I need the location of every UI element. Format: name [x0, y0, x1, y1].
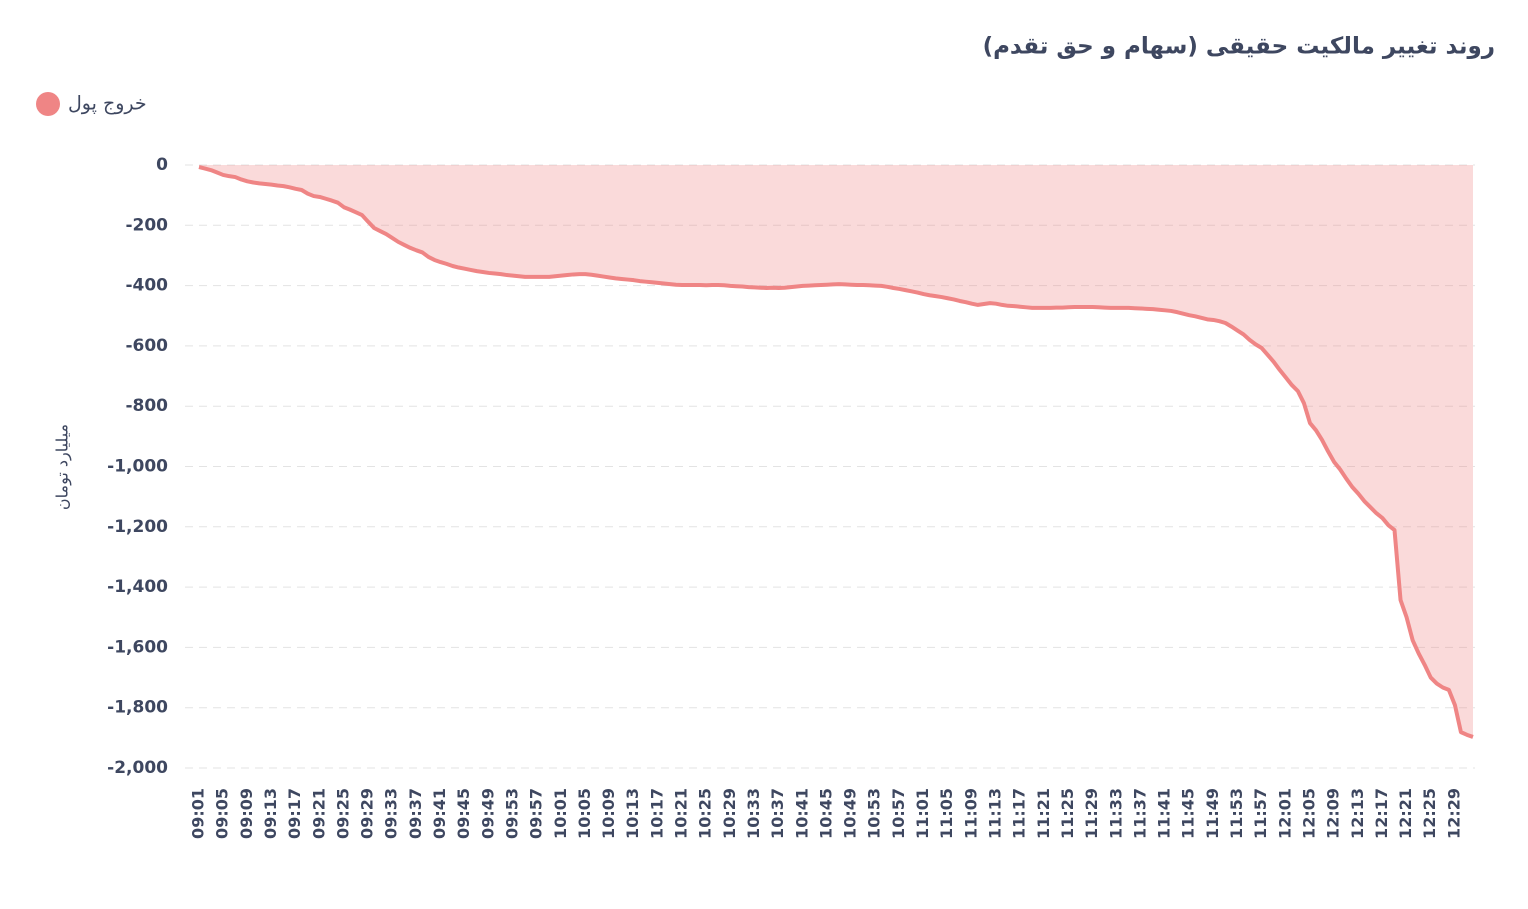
- x-tick-label: 11:01: [913, 788, 932, 839]
- x-tick-label: 10:25: [696, 788, 715, 839]
- x-tick-label: 12:17: [1372, 788, 1391, 839]
- x-tick-label: 10:13: [623, 788, 642, 839]
- chart-title: روند تغییر مالکیت حقیقی (سهام و حق تقدم): [983, 34, 1495, 60]
- x-tick-label: 12:29: [1444, 788, 1463, 839]
- y-tick-label: -1,400: [107, 577, 168, 597]
- x-tick-label: 09:13: [261, 788, 280, 839]
- x-tick-label: 12:13: [1348, 788, 1367, 839]
- x-tick-label: 09:25: [333, 788, 352, 839]
- x-tick-label: 10:53: [865, 788, 884, 839]
- x-tick-label: 11:49: [1203, 788, 1222, 839]
- x-tick-label: 11:29: [1082, 788, 1101, 839]
- x-tick-label: 11:25: [1058, 788, 1077, 839]
- x-tick-label: 11:45: [1179, 788, 1198, 839]
- y-axis-title: میلیارد تومان: [53, 424, 73, 510]
- x-tick-label: 11:33: [1106, 788, 1125, 839]
- x-tick-label: 09:17: [285, 788, 304, 839]
- x-tick-label: 11:13: [986, 788, 1005, 839]
- x-tick-label: 12:25: [1420, 788, 1439, 839]
- x-tick-label: 10:41: [792, 788, 811, 839]
- x-tick-label: 10:05: [575, 788, 594, 839]
- y-tick-label: -200: [125, 215, 168, 235]
- x-tick-label: 10:01: [551, 788, 570, 839]
- x-tick-label: 09:21: [309, 788, 328, 839]
- y-tick-label: -1,600: [107, 637, 168, 657]
- x-tick-label: 12:05: [1299, 788, 1318, 839]
- x-tick-label: 10:29: [720, 788, 739, 839]
- x-tick-label: 12:01: [1275, 788, 1294, 839]
- x-tick-label: 11:09: [961, 788, 980, 839]
- x-tick-label: 09:05: [213, 788, 232, 839]
- x-tick-label: 10:37: [768, 788, 787, 839]
- x-tick-label: 09:33: [382, 788, 401, 839]
- x-tick-label: 10:21: [672, 788, 691, 839]
- y-tick-label: -800: [125, 396, 168, 416]
- x-tick-label: 11:53: [1227, 788, 1246, 839]
- x-tick-label: 10:57: [889, 788, 908, 839]
- x-tick-label: 09:37: [406, 788, 425, 839]
- x-tick-label: 11:41: [1155, 788, 1174, 839]
- x-tick-label: 10:17: [647, 788, 666, 839]
- legend-label: خروج پول: [68, 93, 147, 115]
- x-tick-label: 12:21: [1396, 788, 1415, 839]
- x-tick-label: 11:37: [1130, 788, 1149, 839]
- x-tick-label: 10:33: [744, 788, 763, 839]
- x-tick-label: 09:45: [454, 788, 473, 839]
- x-tick-label: 10:09: [599, 788, 618, 839]
- x-tick-label: 11:57: [1251, 788, 1270, 839]
- y-tick-label: -1,000: [107, 457, 168, 477]
- x-tick-label: 09:49: [478, 788, 497, 839]
- y-tick-label: -600: [125, 336, 168, 356]
- x-tick-label: 09:53: [502, 788, 521, 839]
- legend-marker: [36, 92, 60, 116]
- y-tick-label: -1,800: [107, 698, 168, 718]
- x-tick-label: 09:09: [237, 788, 256, 839]
- x-tick-label: 10:45: [816, 788, 835, 839]
- x-tick-label: 11:17: [1010, 788, 1029, 839]
- y-tick-label: -400: [125, 276, 168, 296]
- area: [199, 165, 1473, 737]
- line: [198, 165, 1474, 739]
- x-tick-label: 11:05: [937, 788, 956, 839]
- x-tick-label: 11:21: [1034, 788, 1053, 839]
- y-tick-label: -1,200: [107, 517, 168, 537]
- x-tick-label: 09:29: [358, 788, 377, 839]
- x-tick-label: 09:41: [430, 788, 449, 839]
- x-tick-label: 09:57: [527, 788, 546, 839]
- x-tick-label: 09:01: [189, 788, 208, 839]
- y-tick-label: -2,000: [107, 758, 168, 778]
- x-tick-label: 12:09: [1324, 788, 1343, 839]
- y-tick-label: 0: [156, 155, 168, 175]
- x-tick-label: 10:49: [841, 788, 860, 839]
